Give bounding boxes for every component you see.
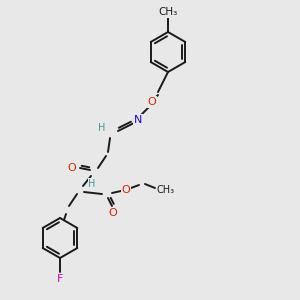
- Text: CH₃: CH₃: [158, 7, 178, 17]
- Text: O: O: [148, 97, 156, 107]
- Text: H: H: [88, 179, 96, 189]
- Text: N: N: [134, 115, 142, 125]
- Text: CH₃: CH₃: [157, 185, 175, 195]
- Text: H: H: [98, 123, 106, 133]
- Text: O: O: [122, 185, 130, 195]
- Text: F: F: [57, 274, 63, 284]
- Text: O: O: [109, 208, 117, 218]
- Text: O: O: [68, 163, 76, 173]
